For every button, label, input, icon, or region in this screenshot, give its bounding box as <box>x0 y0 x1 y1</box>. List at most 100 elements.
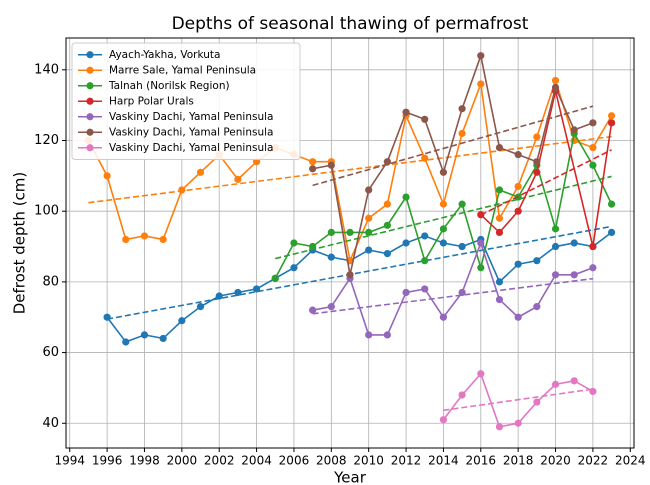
data-point <box>309 306 317 314</box>
data-point <box>421 257 429 265</box>
x-tick-label: 2006 <box>279 454 310 468</box>
data-point <box>439 416 448 424</box>
legend-label: Marre Sale, Yamal Peninsula <box>109 64 256 76</box>
data-point <box>178 186 186 194</box>
data-point <box>570 377 578 385</box>
data-point <box>533 168 541 176</box>
data-point <box>402 288 410 297</box>
trend-line <box>443 388 594 412</box>
data-point <box>383 221 391 229</box>
data-point <box>290 239 298 247</box>
data-point <box>439 200 448 208</box>
y-axis-label: Defrost depth (cm) <box>11 172 29 315</box>
data-point <box>495 228 504 236</box>
trend-line <box>106 225 612 320</box>
data-point <box>383 158 391 166</box>
data-point <box>122 338 130 346</box>
data-point <box>495 423 504 431</box>
data-point <box>458 129 466 138</box>
x-tick-label: 2016 <box>466 454 497 468</box>
data-point <box>421 115 429 123</box>
data-point <box>551 380 560 388</box>
data-point <box>533 303 541 311</box>
legend-marker <box>86 66 94 74</box>
trend-line <box>88 135 612 204</box>
x-tick-label: 2012 <box>391 454 422 468</box>
data-point <box>607 200 616 208</box>
data-point <box>383 250 391 258</box>
data-point <box>196 303 205 311</box>
data-point <box>365 228 373 236</box>
x-tick-label: 1996 <box>92 454 123 468</box>
data-point <box>551 225 560 233</box>
trend-line <box>312 105 594 187</box>
x-tick-label: 2008 <box>316 454 347 468</box>
data-point <box>589 242 597 251</box>
data-point <box>140 232 149 240</box>
x-tick-label: 2004 <box>241 454 272 468</box>
data-point <box>570 271 578 279</box>
data-point <box>477 370 485 378</box>
legend-label: Talnah (Norilsk Region) <box>108 80 230 92</box>
data-point <box>421 232 429 240</box>
x-tick-label: 2000 <box>167 454 198 468</box>
data-point <box>477 52 485 60</box>
data-point <box>122 235 130 244</box>
data-point <box>589 119 597 127</box>
series-line <box>106 231 613 343</box>
data-point <box>327 303 335 311</box>
legend-marker <box>86 97 94 105</box>
legend-label: Harp Polar Urals <box>109 95 194 107</box>
data-point <box>514 260 522 268</box>
data-point <box>327 253 335 261</box>
data-point <box>477 239 485 247</box>
legend-label: Vaskiny Dachi, Yamal Peninsula <box>109 126 273 138</box>
series-line <box>312 52 594 275</box>
data-point <box>495 295 504 304</box>
data-point <box>196 168 205 176</box>
data-point <box>365 186 373 194</box>
data-point <box>365 331 373 339</box>
data-point <box>551 271 560 279</box>
data-point <box>495 214 504 222</box>
data-point <box>402 193 410 201</box>
x-tick-label: 2020 <box>540 454 571 468</box>
data-point <box>178 317 186 325</box>
trend-line <box>275 175 612 260</box>
data-point <box>514 151 522 159</box>
data-point <box>514 207 522 215</box>
data-point <box>383 200 391 208</box>
legend: Ayach-Yakha, Vorkuta Marre Sale, Yamal Pe… <box>71 42 301 160</box>
x-tick-label: 2024 <box>615 454 646 468</box>
plot-frame <box>65 37 635 449</box>
legend-label: Vaskiny Dachi, Yamal Peninsula <box>109 142 273 154</box>
data-point <box>271 274 279 282</box>
data-point <box>159 334 167 343</box>
x-tick-label: 2022 <box>578 454 609 468</box>
y-tick-label: 120 <box>34 133 59 148</box>
data-point <box>495 186 504 194</box>
legend-label: Ayach-Yakha, Vorkuta <box>109 49 220 61</box>
data-point <box>551 76 560 85</box>
data-point <box>439 168 448 176</box>
data-point <box>402 239 410 247</box>
data-point <box>533 398 541 406</box>
data-point <box>421 154 429 162</box>
x-tick-label: 2010 <box>353 454 384 468</box>
data-point <box>383 331 391 339</box>
data-point <box>495 143 504 152</box>
data-point <box>365 246 373 254</box>
data-point <box>589 387 597 396</box>
data-point <box>514 419 522 427</box>
data-point <box>589 161 597 169</box>
data-point <box>477 264 485 272</box>
data-point <box>103 172 111 180</box>
data-point <box>589 143 597 152</box>
data-point <box>439 225 448 233</box>
legend-marker <box>86 82 94 90</box>
data-point <box>402 108 410 116</box>
data-point <box>514 182 522 191</box>
data-point <box>458 242 466 251</box>
